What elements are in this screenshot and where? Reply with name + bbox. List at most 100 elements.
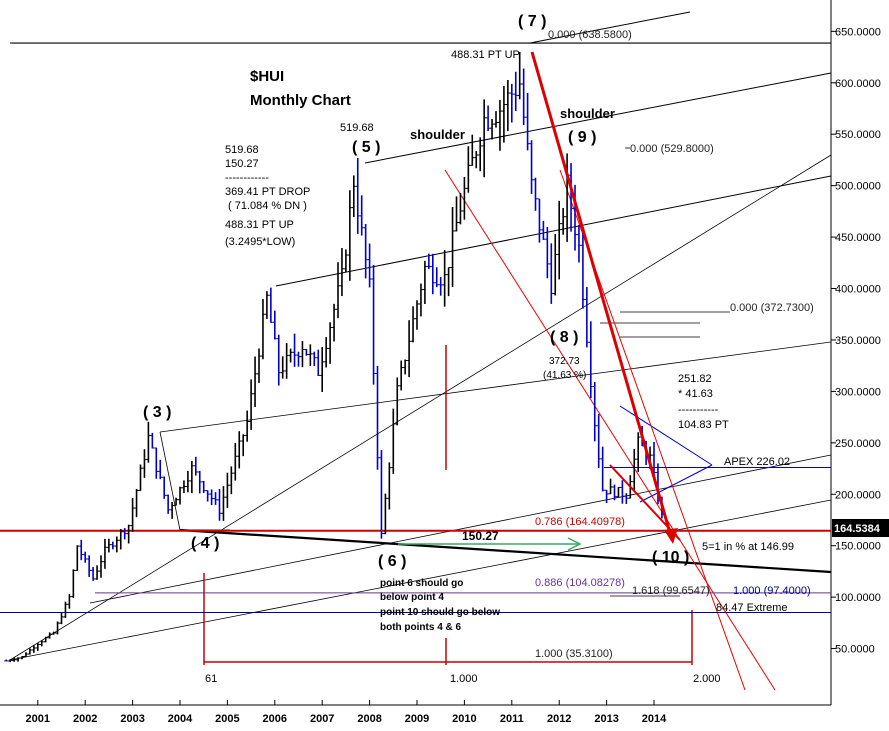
ohlc-bar [328, 322, 333, 364]
ohlc-bar [292, 333, 297, 367]
ohlc-bar [343, 249, 348, 273]
ohlc-bar [102, 538, 107, 569]
ohlc-bar [47, 632, 52, 639]
y-tick-label: 650.0000 [835, 26, 881, 38]
ohlc-bar [12, 657, 17, 662]
ohlc-bar [304, 348, 309, 356]
ohlc-bar [16, 657, 21, 662]
ohlc-bar [588, 321, 593, 399]
ohlc-bar [561, 207, 566, 235]
ohlc-bar [276, 334, 281, 386]
y-tick-label: 100.0000 [835, 592, 881, 604]
ohlc-bar [27, 648, 32, 655]
ohlc-bar [142, 449, 147, 478]
ohlc-bar [490, 118, 495, 140]
ohlc-bar [466, 146, 471, 193]
ohlc-bar [130, 498, 135, 532]
ohlc-bar [268, 287, 273, 323]
ohlc-bar [284, 342, 289, 379]
ohlc-bar [557, 200, 562, 280]
ohlc-bar [426, 253, 431, 269]
fib-1000-35-label: 1.000 (35.3100) [535, 648, 613, 660]
calc-right-line-1: 251.82 [678, 373, 712, 385]
y-tick-label: 500.0000 [835, 181, 881, 193]
ohlc-bar [257, 348, 261, 383]
ohlc-bar [418, 283, 423, 317]
green-arrow [398, 537, 582, 551]
price-bars [4, 52, 664, 663]
ohlc-bar [181, 480, 186, 494]
x-tick-label: 2005 [215, 713, 239, 725]
drop-line-7: (3.2495*LOW) [225, 236, 295, 248]
ohlc-bar [146, 421, 151, 463]
ohlc-bar [434, 267, 439, 288]
ohlc-bar [355, 157, 360, 234]
ohlc-bar [213, 492, 218, 505]
ohlc-bar [336, 262, 340, 319]
ohlc-bar [351, 175, 356, 218]
ohlc-bar [600, 446, 605, 492]
ohlc-bar [209, 489, 214, 506]
ohlc-bar [454, 196, 459, 232]
ohlc-bar [624, 493, 629, 504]
ohlc-bar [106, 538, 111, 553]
ohlc-bar [8, 659, 13, 663]
ohlc-bar [110, 541, 115, 550]
ohlc-bar [59, 612, 64, 625]
wave-label-6: ( 6 ) [378, 553, 406, 570]
ohlc-bar [576, 224, 581, 263]
ohlc-bar [513, 71, 518, 112]
wave-label-10: ( 10 ) [652, 549, 689, 566]
ohlc-bar [67, 594, 72, 609]
ohlc-bar [170, 502, 175, 519]
ohlc-bar [23, 652, 28, 657]
ohlc-bar [308, 344, 313, 366]
y-tick-label: 550.0000 [835, 129, 881, 141]
x-tick-label: 2011 [500, 713, 524, 725]
ohlc-bar [71, 569, 76, 598]
ohlc-bar [604, 489, 609, 504]
x-tick-label: 2004 [168, 713, 193, 725]
five-eq-one-label: 5=1 in % at 146.99 [702, 541, 794, 553]
apex-label: APEX 226.02 [724, 456, 790, 468]
ohlc-bar [573, 184, 577, 251]
ohlc-bar [75, 545, 80, 571]
ohlc-bar [87, 555, 92, 577]
ohlc-bar [407, 320, 412, 378]
calc-8-line-2: (41.63 %) [543, 370, 586, 381]
ohlc-bar [134, 488, 139, 518]
point-note-3: point 10 should go below [380, 607, 500, 618]
horizontal-levels [0, 42, 831, 614]
ohlc-bar [399, 360, 404, 391]
ohlc-bar [596, 413, 601, 469]
ohlc-bar [478, 137, 483, 172]
x-tick-label: 2006 [263, 713, 287, 725]
wave-label-9: ( 9 ) [568, 129, 596, 146]
ohlc-bar [517, 52, 522, 100]
drop-line-2: 150.27 [225, 158, 259, 170]
last-price-label: 164.5384 [834, 523, 881, 535]
ohlc-bar [312, 351, 317, 366]
ohlc-bar [442, 250, 447, 307]
ohlc-bar [288, 348, 293, 363]
ohlc-bar [482, 99, 487, 178]
ohlc-bar [91, 566, 96, 581]
ohlc-bar [371, 264, 376, 385]
ohlc-bar [608, 478, 613, 495]
ohlc-bar [35, 643, 40, 651]
point-note-4: both points 4 & 6 [380, 622, 462, 633]
ohlc-bar [549, 243, 554, 304]
drop-line-5: ( 71.084 % DN ) [228, 200, 307, 212]
ohlc-bar [272, 310, 277, 340]
ohlc-bar [83, 551, 88, 563]
ohlc-bar [430, 253, 435, 295]
ohlc-bar [359, 195, 364, 236]
ohlc-bar [632, 449, 637, 491]
ohlc-bar [505, 80, 510, 131]
y-tick-label: 200.0000 [835, 489, 881, 501]
ohlc-bar [253, 356, 258, 408]
ohlc-bar [264, 291, 269, 319]
drop-line-6: 488.31 PT UP [225, 219, 294, 231]
ohlc-bar [422, 260, 427, 304]
